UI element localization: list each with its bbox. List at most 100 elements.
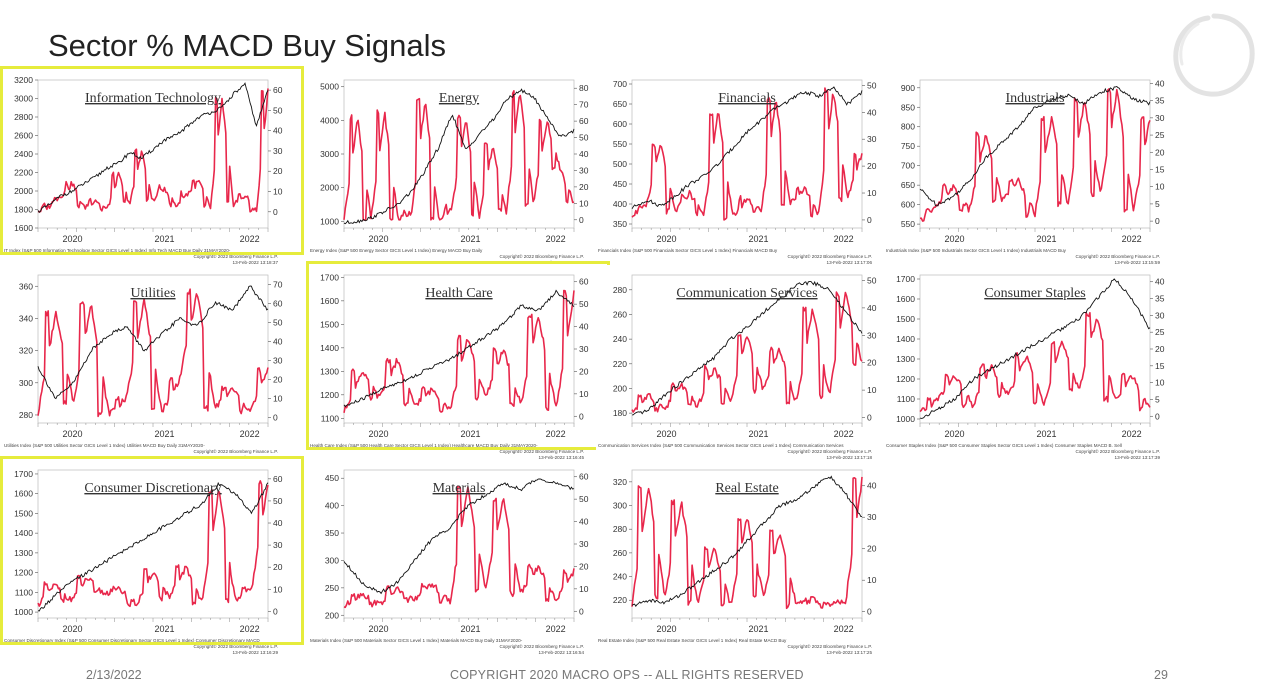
bloomberg-copyright: Copyright© 2022 Bloomberg Finance L.P. (787, 253, 872, 259)
bloomberg-footer-text: IT Index (S&P 500 Information Technology… (4, 248, 231, 253)
x-tick-label: 2021 (154, 624, 174, 634)
right-tick-label: 40 (867, 481, 877, 491)
macd-buy-signal-series (919, 88, 1151, 222)
x-tick-label: 2022 (834, 429, 854, 439)
right-tick-label: 5 (1155, 199, 1160, 209)
x-tick-label: 2020 (62, 234, 82, 244)
x-tick-label: 2021 (748, 429, 768, 439)
chart-svg-financials: 350 400 450 500 550 600 650 700 0 10 20 30 40 50 2020 2… (598, 79, 877, 265)
right-tick-label: 30 (867, 330, 877, 340)
left-tick-label: 500 (613, 159, 627, 169)
x-tick-label: 2022 (834, 234, 854, 244)
x-tick-label: 2020 (368, 624, 388, 634)
left-tick-label: 350 (325, 528, 339, 538)
macd-buy-signal-series (631, 87, 863, 221)
right-tick-label: 40 (867, 107, 877, 117)
footer-copyright: COPYRIGHT 2020 MACRO OPS -- ALL RIGHTS R… (450, 668, 804, 682)
left-tick-label: 700 (901, 161, 915, 171)
right-tick-label: 70 (579, 100, 589, 110)
left-tick-label: 300 (613, 501, 627, 511)
right-tick-label: 0 (867, 607, 872, 617)
left-tick-label: 4000 (320, 115, 339, 125)
left-tick-label: 1300 (320, 366, 339, 376)
sector-price-series (631, 86, 863, 210)
right-tick-label: 50 (867, 275, 877, 285)
chart-svg-energy: 1000 2000 3000 4000 5000 0 10 20 30 40 50 60 70 80 202… (310, 79, 589, 265)
bloomberg-footer-text: Financials Index (S&P 500 Financials Sec… (598, 248, 778, 253)
right-tick-label: 0 (867, 413, 872, 423)
x-tick-label: 2022 (1122, 234, 1142, 244)
left-tick-label: 320 (19, 346, 33, 356)
brush-circle-logo-icon (1173, 13, 1255, 97)
x-tick-label: 2020 (62, 624, 82, 634)
sector-price-series (37, 82, 269, 214)
x-tick-label: 2022 (240, 234, 260, 244)
right-tick-label: 20 (867, 544, 877, 554)
left-tick-label: 260 (613, 548, 627, 558)
left-tick-label: 3000 (320, 149, 339, 159)
x-tick-label: 2020 (656, 234, 676, 244)
right-tick-label: 25 (1155, 130, 1165, 140)
left-tick-label: 1300 (14, 548, 33, 558)
bloomberg-footer-text: Consumer Staples Index (S&P 500 Consumer… (886, 443, 1122, 448)
bloomberg-timestamp: 13-Feb-2022 13:17:06 (827, 260, 873, 265)
right-tick-label: 10 (579, 584, 589, 594)
x-tick-label: 2020 (944, 234, 964, 244)
left-tick-label: 1700 (14, 469, 33, 479)
macd-buy-signal-series (919, 311, 1151, 413)
left-tick-label: 550 (901, 219, 915, 229)
right-tick-label: 0 (273, 606, 278, 616)
left-tick-label: 650 (613, 99, 627, 109)
left-tick-label: 650 (901, 180, 915, 190)
left-tick-label: 220 (613, 595, 627, 605)
x-tick-label: 2021 (154, 234, 174, 244)
right-tick-label: 60 (579, 277, 589, 287)
left-tick-label: 220 (613, 359, 627, 369)
right-tick-label: 30 (579, 165, 589, 175)
right-tick-label: 60 (273, 474, 283, 484)
left-tick-label: 1600 (896, 294, 915, 304)
bloomberg-copyright: Copyright© 2022 Bloomberg Finance L.P. (193, 643, 278, 649)
bloomberg-timestamp: 13-Feb-2022 13:15:59 (1115, 260, 1161, 265)
chart-svg-information-technology: 1600 1800 2000 2200 2400 2600 2800 3000 3200 0 10 2… (4, 75, 283, 265)
right-tick-label: 10 (1155, 378, 1165, 388)
left-tick-label: 3200 (14, 75, 33, 85)
bloomberg-copyright: Copyright© 2022 Bloomberg Finance L.P. (499, 643, 584, 649)
chart-title: Consumer Discretionary (84, 481, 221, 496)
x-tick-label: 2021 (460, 234, 480, 244)
chart-panel-energy: 1000 2000 3000 4000 5000 0 10 20 30 40 50 60 70 80 202… (308, 70, 598, 265)
right-tick-label: 30 (273, 540, 283, 550)
x-tick-label: 2021 (1036, 234, 1056, 244)
right-tick-label: 30 (1155, 113, 1165, 123)
right-tick-label: 20 (1155, 147, 1165, 157)
right-tick-label: 20 (867, 161, 877, 171)
right-tick-label: 0 (579, 411, 584, 421)
x-tick-label: 2022 (546, 234, 566, 244)
x-tick-label: 2022 (546, 624, 566, 634)
right-tick-label: 60 (273, 85, 283, 95)
left-tick-label: 1400 (14, 528, 33, 538)
right-tick-label: 50 (273, 317, 283, 327)
right-tick-label: 40 (1155, 277, 1165, 287)
right-tick-label: 40 (579, 517, 589, 527)
right-tick-label: 20 (1155, 344, 1165, 354)
bloomberg-copyright: Copyright© 2022 Bloomberg Finance L.P. (193, 448, 278, 454)
bloomberg-timestamp: 13-Feb-2022 13:16:54 (539, 650, 585, 655)
x-tick-label: 2021 (460, 429, 480, 439)
macd-buy-signal-series (37, 88, 269, 213)
left-tick-label: 400 (325, 501, 339, 511)
left-tick-label: 1200 (14, 568, 33, 578)
bloomberg-footer-text: Health Care Index (S&P 500 Health Care S… (310, 443, 538, 448)
right-tick-label: 10 (273, 393, 283, 403)
right-tick-label: 50 (579, 299, 589, 309)
right-tick-label: 0 (867, 215, 872, 225)
chart-title: Materials (433, 481, 486, 496)
sector-price-series (919, 278, 1151, 419)
bloomberg-timestamp: 13-Feb-2022 13:16:45 (539, 455, 585, 460)
left-tick-label: 1500 (320, 319, 339, 329)
left-tick-label: 5000 (320, 82, 339, 92)
left-tick-label: 350 (613, 219, 627, 229)
right-tick-label: 0 (1155, 216, 1160, 226)
x-tick-label: 2021 (748, 234, 768, 244)
right-tick-label: 30 (273, 146, 283, 156)
